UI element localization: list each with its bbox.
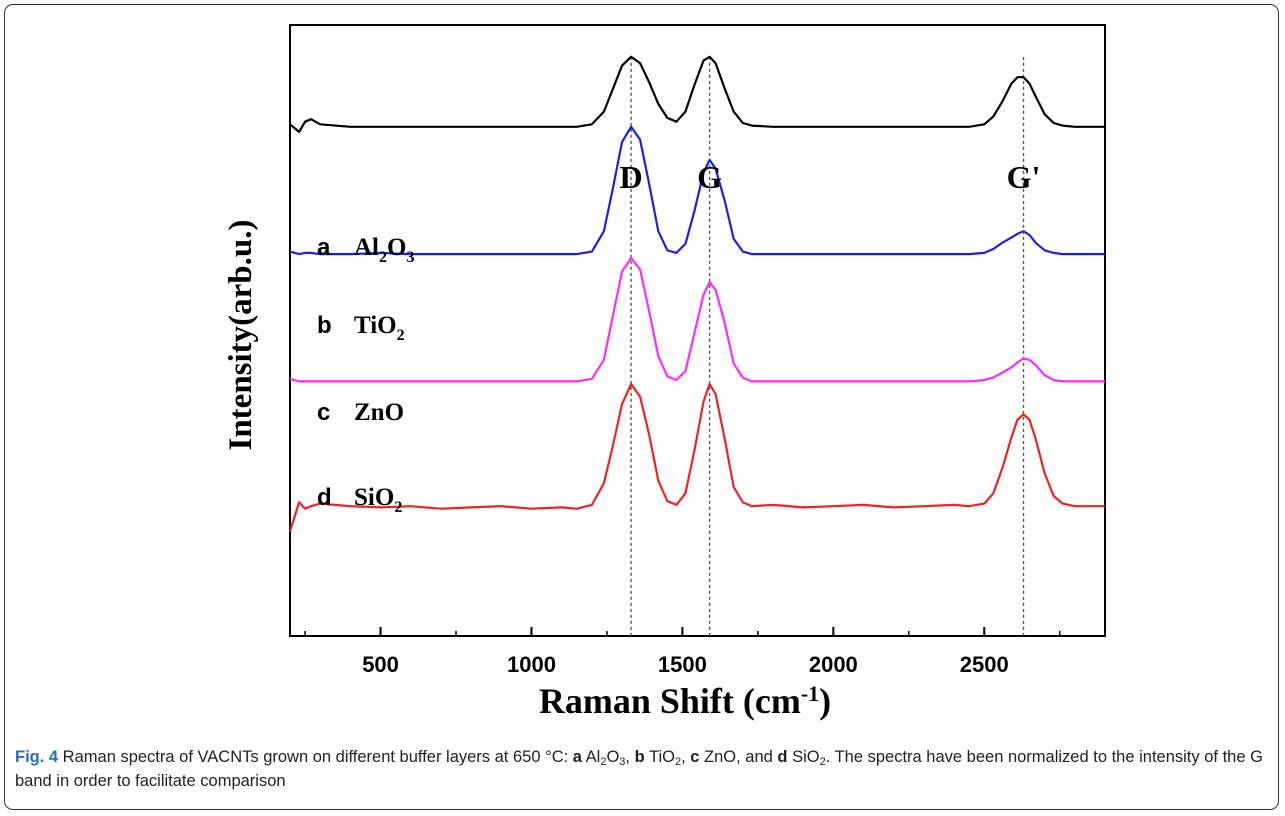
- caption-sub: 2: [819, 756, 826, 768]
- series-line-b: [289, 125, 1105, 256]
- x-axis-label-main: Raman Shift (cm: [539, 681, 801, 721]
- x-tick-label: 1000: [507, 652, 556, 677]
- caption-text: Raman spectra of VACNTs grown on differe…: [58, 748, 573, 766]
- x-tick-label: 1500: [658, 652, 707, 677]
- peak-label: G: [697, 159, 722, 195]
- series-line-a: [289, 55, 1105, 134]
- caption-text: SiO: [787, 748, 820, 766]
- caption-text: ZnO, and: [699, 748, 778, 766]
- caption-text: ,: [625, 748, 635, 766]
- caption-text: ,: [681, 748, 691, 766]
- caption-sub: 2: [674, 756, 682, 768]
- series-letter-b: b: [317, 312, 332, 339]
- caption-text: Al: [581, 748, 601, 766]
- x-axis-ticks: 500 1000 1500 2000 2500: [304, 627, 1061, 677]
- series-line-c: [289, 256, 1105, 383]
- y-axis-label: Intensity(arb.u.): [223, 219, 259, 450]
- series-formula-b: TiO2: [354, 312, 405, 344]
- x-tick-label: 2000: [809, 652, 858, 677]
- series-line-d: [288, 382, 1105, 532]
- series-labels: a Al2O3 b TiO2 c ZnO d SiO2: [317, 234, 414, 516]
- caption-text: . The spectra have been normalized to th…: [15, 748, 1263, 790]
- x-axis-label-close: ): [819, 681, 831, 721]
- plot-area-border: [289, 24, 1106, 637]
- caption-letter-d: d: [777, 748, 788, 766]
- series-letter-a: a: [317, 234, 331, 261]
- peak-label: G': [1007, 159, 1041, 195]
- series-letter-c: c: [317, 399, 330, 426]
- caption-letter-c: c: [690, 748, 700, 766]
- caption-sub: 3: [619, 756, 626, 768]
- figure-frame: 500 1000 1500 2000 2500 D G G' a Al2O3 b TiO2 c ZnO…: [4, 4, 1279, 810]
- x-tick-label: 2500: [960, 652, 1009, 677]
- caption-letter-a: a: [572, 748, 582, 766]
- figure-caption: Fig. 4 Raman spectra of VACNTs grown on …: [15, 745, 1265, 793]
- x-tick-label: 500: [362, 652, 399, 677]
- peak-label: D: [620, 159, 643, 195]
- x-axis-label: Raman Shift (cm-1): [539, 681, 831, 722]
- caption-sub: 2: [600, 756, 607, 768]
- peak-reference-lines: [630, 56, 1025, 636]
- series-letter-d: d: [317, 484, 332, 511]
- caption-text: O: [606, 748, 620, 766]
- series-formula-a: Al2O3: [354, 234, 414, 266]
- caption-letter-b: b: [634, 748, 645, 766]
- x-axis-label-sup: -1: [801, 681, 819, 706]
- series-formula-c: ZnO: [354, 399, 404, 426]
- spectra-series: [288, 55, 1105, 532]
- peak-labels: D G G': [620, 159, 1041, 195]
- series-formula-d: SiO2: [354, 484, 402, 516]
- caption-text: TiO: [644, 748, 675, 766]
- figure-number: Fig. 4: [15, 748, 59, 766]
- raman-chart: 500 1000 1500 2000 2500 D G G' a Al2O3 b TiO2 c ZnO…: [223, 24, 1106, 722]
